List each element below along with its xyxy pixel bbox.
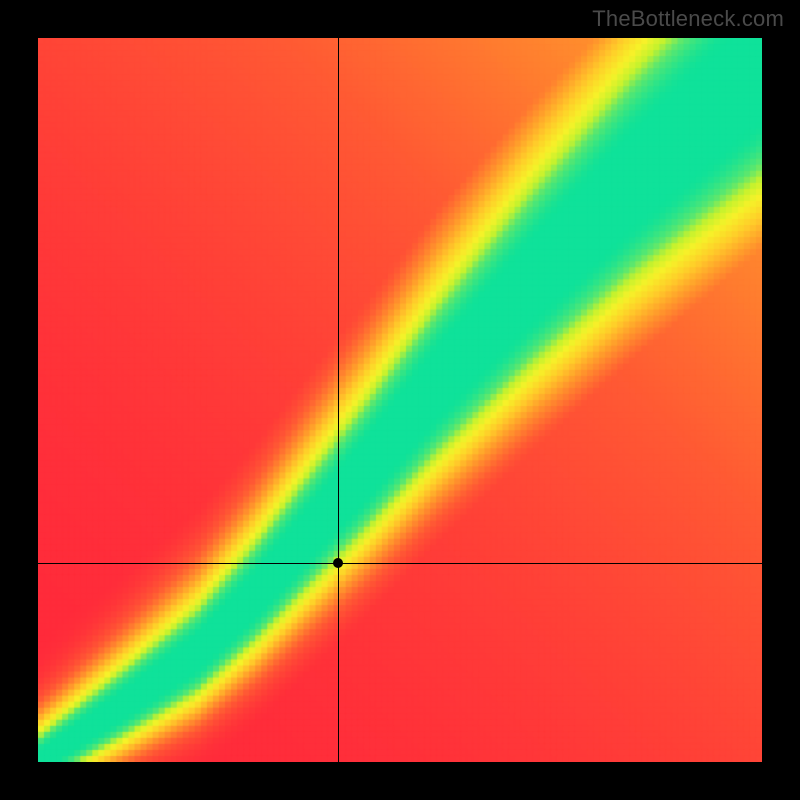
crosshair-vertical (338, 38, 339, 762)
watermark-text: TheBottleneck.com (592, 6, 784, 32)
heatmap-canvas (38, 38, 762, 762)
crosshair-marker (333, 558, 343, 568)
heatmap-plot (38, 38, 762, 762)
figure-frame: TheBottleneck.com (0, 0, 800, 800)
crosshair-horizontal (38, 563, 762, 564)
